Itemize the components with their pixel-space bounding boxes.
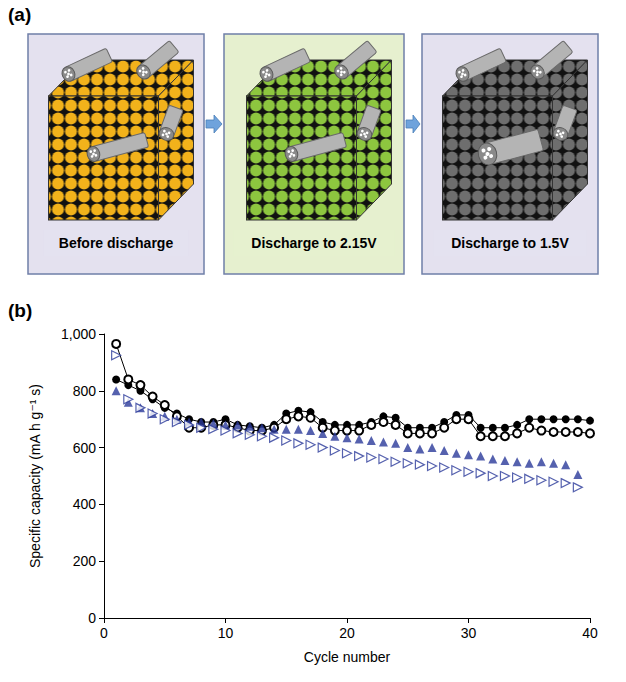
- html-text:(b): (b): [8, 300, 33, 321]
- svg-text:600: 600: [73, 440, 97, 456]
- svg-text:10: 10: [218, 625, 234, 641]
- svg-text:800: 800: [73, 383, 97, 399]
- svg-text:400: 400: [73, 496, 97, 512]
- svg-text:Discharge to 1.5V: Discharge to 1.5V: [451, 235, 569, 251]
- svg-text:30: 30: [461, 625, 477, 641]
- svg-text:1,000: 1,000: [61, 326, 96, 342]
- svg-text:0: 0: [100, 625, 108, 641]
- svg-text:0: 0: [88, 610, 96, 626]
- svg-text:Specific capacity (mA h g⁻¹ s): Specific capacity (mA h g⁻¹ s): [27, 384, 43, 568]
- svg-text:40: 40: [582, 625, 598, 641]
- svg-text:200: 200: [73, 553, 97, 569]
- svg-text:Cycle number: Cycle number: [304, 649, 391, 665]
- html-text:(a): (a): [8, 4, 32, 25]
- svg-text:20: 20: [339, 625, 355, 641]
- svg-text:Before discharge: Before discharge: [59, 235, 174, 251]
- svg-text:Discharge to 2.15V: Discharge to 2.15V: [251, 235, 377, 251]
